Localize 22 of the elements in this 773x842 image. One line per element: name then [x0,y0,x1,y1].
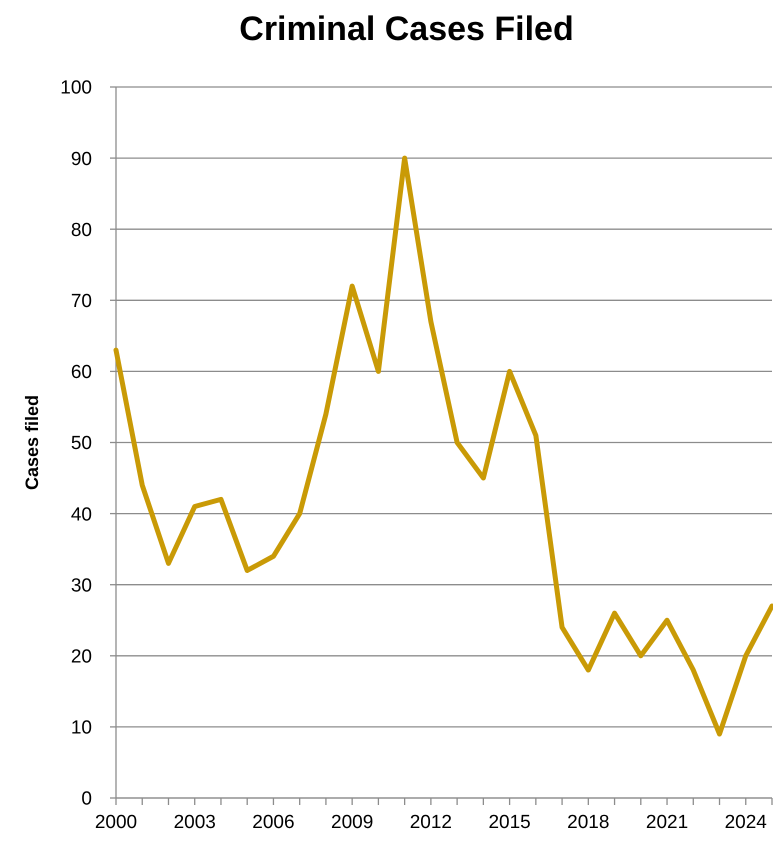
y-tick-label: 70 [70,290,92,312]
x-tick-label: 2006 [252,812,295,833]
x-tick-label: 2012 [410,812,452,833]
x-tick-label: 2024 [724,812,768,833]
y-tick-label: 60 [70,362,92,384]
y-tick-label: 90 [70,148,92,170]
x-tick-label: 2021 [646,812,688,833]
y-axis-title: Cases filed [22,394,42,490]
y-tick-label: 30 [70,575,92,596]
y-tick-label: 20 [70,646,92,668]
chart-title: Criminal Cases Filed [239,10,574,48]
y-tick-label: 40 [70,504,92,526]
x-tick-label: 2003 [174,812,216,833]
y-tick-label: 50 [70,433,92,454]
x-tick-label: 2015 [488,812,531,833]
x-tick-label: 2009 [331,812,374,833]
x-tick-label: 2018 [567,812,610,833]
y-tick-label: 80 [70,220,92,241]
x-tick-label: 2000 [94,812,138,833]
y-tick-label: 10 [70,718,92,739]
y-tick-label: 0 [81,788,92,810]
y-tick-label: 100 [60,78,92,99]
